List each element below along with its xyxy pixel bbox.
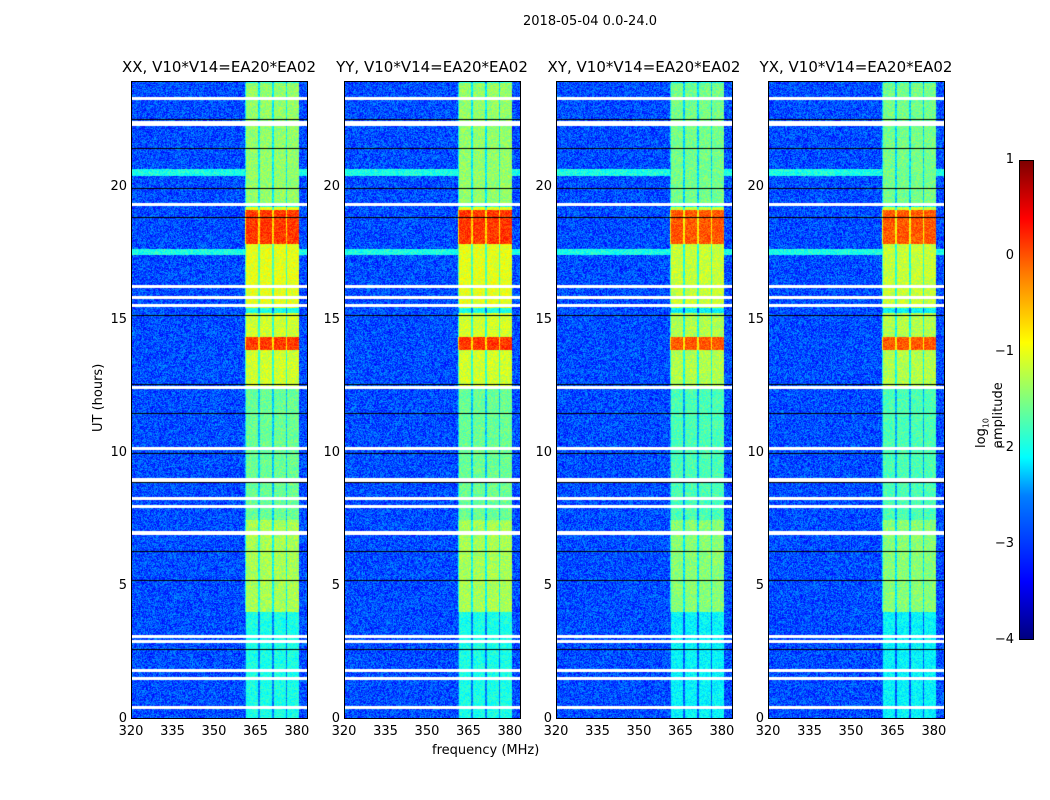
y-tick-label: 10: [323, 445, 340, 461]
x-tick-label: 320: [118, 724, 144, 739]
x-tick-label: 365: [243, 724, 268, 739]
y-tick-label: 0: [543, 711, 552, 726]
heatmap-panel: [556, 81, 733, 719]
x-tick-label: 335: [585, 724, 610, 739]
y-tick-label: 10: [535, 445, 552, 461]
colorbar-tick-label: −4: [994, 632, 1014, 647]
x-tick-label: 335: [797, 724, 822, 739]
x-tick-label: 380: [284, 724, 310, 739]
x-tick-label: 335: [373, 724, 398, 739]
colorbar-tick-label: −3: [994, 536, 1014, 551]
y-tick-label: 15: [110, 312, 127, 328]
x-tick-label: 350: [201, 724, 227, 739]
heatmap-image: [132, 82, 307, 718]
y-tick-label: 20: [747, 179, 764, 195]
y-tick-label: 5: [118, 578, 127, 594]
heatmap-image: [769, 82, 944, 718]
panel-title: XX, V10*V14=EA20*EA02: [121, 58, 316, 76]
x-axis-label: frequency (MHz): [432, 743, 540, 758]
colorbar-tick-label: −1: [994, 344, 1014, 359]
y-tick-label: 20: [323, 179, 340, 195]
x-tick-label: 350: [626, 724, 652, 739]
y-tick-label: 0: [331, 711, 340, 726]
heatmap-image: [345, 82, 520, 718]
panel-title: XY, V10*V14=EA20*EA02: [547, 58, 741, 76]
y-tick-label: 5: [755, 578, 764, 594]
y-tick-label: 15: [323, 312, 340, 328]
colorbar-tick-label: 1: [1005, 152, 1014, 167]
panel-title: YY, V10*V14=EA20*EA02: [336, 58, 528, 76]
y-tick-label: 0: [755, 711, 764, 726]
y-tick-label: 10: [747, 445, 764, 461]
y-axis-label: UT (hours): [91, 363, 106, 432]
heatmap-image: [557, 82, 732, 718]
y-tick-label: 5: [543, 578, 552, 594]
heatmap-panel: [768, 81, 945, 719]
x-tick-label: 365: [668, 724, 693, 739]
panel-title: YX, V10*V14=EA20*EA02: [759, 58, 953, 76]
y-tick-label: 10: [110, 445, 127, 461]
x-tick-label: 350: [414, 724, 440, 739]
colorbar-label: log10 amplitude: [974, 382, 1006, 448]
x-tick-label: 350: [838, 724, 864, 739]
x-tick-label: 380: [921, 724, 947, 739]
x-tick-label: 380: [709, 724, 735, 739]
x-tick-label: 380: [497, 724, 523, 739]
y-tick-label: 5: [331, 578, 340, 594]
y-tick-label: 0: [118, 711, 127, 726]
x-tick-label: 365: [880, 724, 905, 739]
x-tick-label: 320: [331, 724, 357, 739]
y-tick-label: 20: [535, 179, 552, 195]
x-tick-label: 365: [456, 724, 481, 739]
y-tick-label: 15: [535, 312, 552, 328]
y-tick-label: 20: [110, 179, 127, 195]
x-tick-label: 320: [543, 724, 569, 739]
x-tick-label: 335: [160, 724, 185, 739]
x-tick-label: 320: [755, 724, 781, 739]
y-tick-label: 15: [747, 312, 764, 328]
heatmap-panel: [131, 81, 308, 719]
colorbar-tick-label: −2: [994, 440, 1014, 455]
colorbar-tick-label: 0: [1005, 248, 1014, 263]
colorbar: [1019, 160, 1034, 640]
figure-title: 2018-05-04 0.0-24.0: [523, 14, 657, 29]
heatmap-panel: [344, 81, 521, 719]
